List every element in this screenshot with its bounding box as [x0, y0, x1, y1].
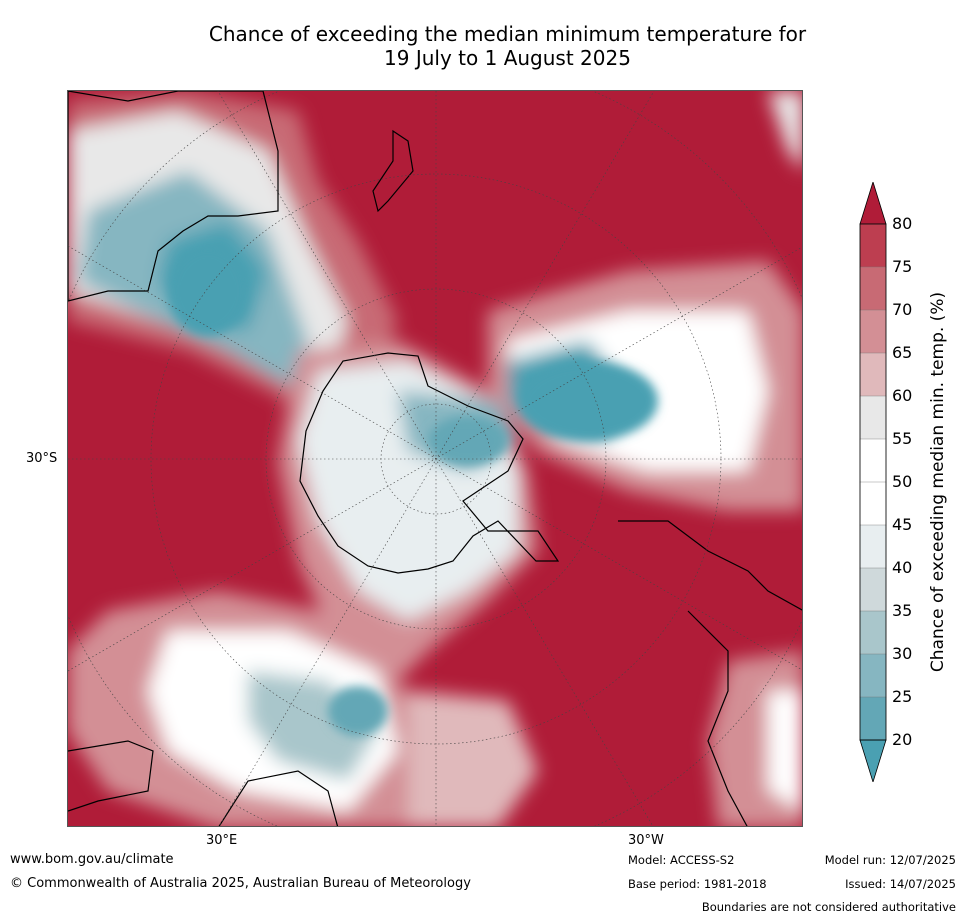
colorbar-band	[859, 395, 887, 440]
website-link[interactable]: www.bom.gov.au/climate	[10, 852, 174, 867]
colorbar-tick-label: 55	[892, 429, 913, 448]
coastlines	[68, 91, 802, 826]
colorbar-tick-label: 50	[892, 472, 913, 491]
colorbar-band	[859, 567, 887, 612]
model-run-date: Model run: 12/07/2025	[824, 853, 956, 867]
australia-coastline	[68, 91, 279, 302]
colorbar-tick-label: 65	[892, 343, 913, 362]
boundary-disclaimer: Boundaries are not considered authoritat…	[701, 900, 956, 914]
colorbar-max-arrow	[859, 182, 887, 225]
colorbar-tick-label: 60	[892, 386, 913, 405]
colorbar-band	[859, 352, 887, 397]
title-line-1: Chance of exceeding the median minimum t…	[208, 22, 807, 46]
madagascar-coastline	[218, 770, 339, 826]
map-canvas	[68, 91, 802, 826]
issued-date: Issued: 14/07/2025	[845, 877, 956, 891]
africa-coastline	[68, 740, 154, 812]
colorbar-band	[859, 653, 887, 698]
colorbar-min-arrow	[859, 739, 887, 782]
colorbar-band	[859, 438, 887, 483]
antarctica-coastline	[299, 352, 560, 574]
copyright-notice: © Commonwealth of Australia 2025, Austra…	[10, 876, 471, 891]
colorbar-bands	[859, 223, 887, 741]
colorbar-band	[859, 610, 887, 655]
base-period: Base period: 1981-2018	[628, 877, 767, 891]
colorbar-tick-label: 40	[892, 558, 913, 577]
colorbar-tick-label: 30	[892, 644, 913, 663]
south-america-coastline	[618, 520, 802, 826]
colorbar-band	[859, 223, 887, 268]
colorbar-tick-label: 20	[892, 730, 913, 749]
probability-map	[67, 90, 803, 827]
colorbar-tick-label: 80	[892, 214, 913, 233]
longitude-label-30e: 30°E	[206, 833, 238, 848]
colorbar-tick-label: 75	[892, 257, 913, 276]
colorbar-title: Chance of exceeding median min. temp. (%…	[928, 291, 948, 673]
colorbar	[859, 182, 887, 782]
colorbar-tick-label: 35	[892, 601, 913, 620]
graticule	[68, 91, 802, 826]
colorbar-band	[859, 481, 887, 526]
colorbar-tick-label: 25	[892, 687, 913, 706]
longitude-label-30w: 30°W	[628, 833, 664, 848]
colorbar-tick-label: 70	[892, 300, 913, 319]
colorbar-band	[859, 696, 887, 741]
title-line-2: 19 July to 1 August 2025	[384, 46, 631, 70]
new-zealand-coastline	[372, 129, 414, 213]
colorbar-band	[859, 309, 887, 354]
colorbar-tick-label: 45	[892, 515, 913, 534]
colorbar-band	[859, 266, 887, 311]
map-title: Chance of exceeding the median minimum t…	[100, 22, 915, 70]
colorbar-band	[859, 524, 887, 569]
model-name: Model: ACCESS-S2	[628, 853, 735, 867]
latitude-label-30s: 30°S	[26, 451, 58, 466]
